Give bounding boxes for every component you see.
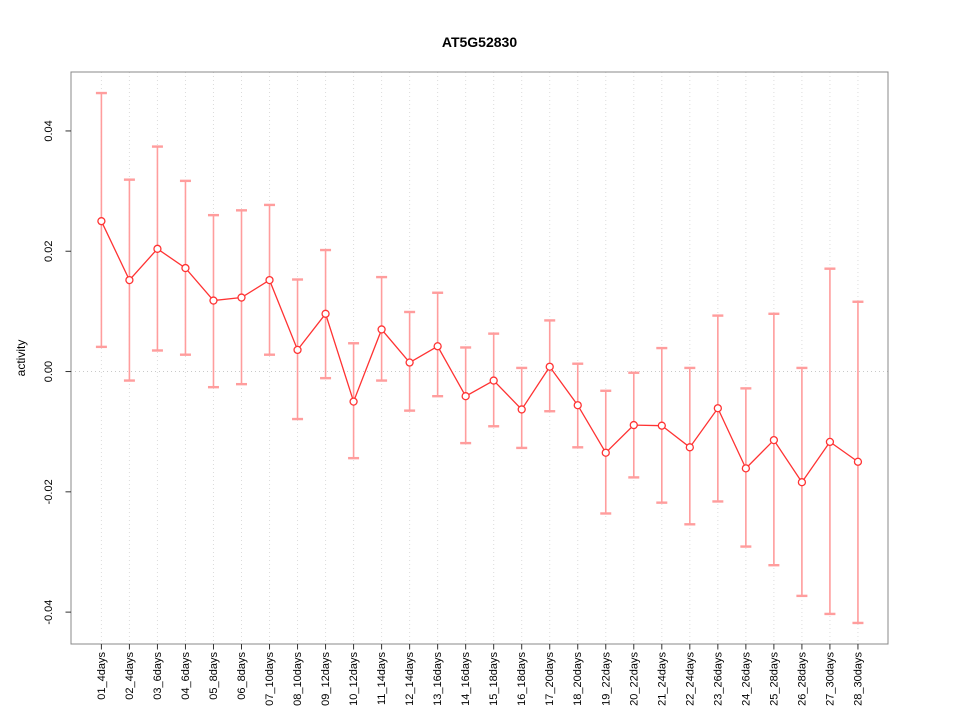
y-tick-label: 0.04 bbox=[43, 120, 55, 141]
data-point bbox=[97, 217, 106, 226]
y-tick-label: -0.02 bbox=[43, 479, 55, 504]
data-point bbox=[209, 296, 218, 305]
data-point bbox=[825, 437, 835, 447]
data-point bbox=[377, 325, 386, 334]
x-tick-label: 12_14days bbox=[404, 652, 416, 706]
x-tick-label: 23_26days bbox=[712, 652, 724, 706]
plot-border bbox=[70, 71, 889, 645]
data-point bbox=[741, 464, 751, 473]
y-axis-label: activity bbox=[14, 340, 28, 377]
data-point bbox=[545, 362, 554, 371]
data-point bbox=[153, 244, 162, 253]
data-point bbox=[517, 405, 526, 414]
data-point bbox=[349, 397, 358, 406]
data-point bbox=[713, 404, 722, 413]
data-point bbox=[293, 345, 302, 355]
x-tick-label: 26_28days bbox=[796, 652, 808, 706]
chart-title: AT5G52830 bbox=[442, 34, 517, 50]
data-point bbox=[181, 263, 190, 273]
x-tick-label: 10_12days bbox=[348, 652, 360, 706]
x-tick-label: 03_6days bbox=[152, 652, 164, 700]
y-tick-label: 0.02 bbox=[43, 241, 55, 262]
x-tick-label: 11_14days bbox=[376, 652, 388, 706]
series-line bbox=[100, 220, 859, 484]
x-tick-label: 28_30days bbox=[852, 652, 864, 706]
x-tick-label: 01_4days bbox=[96, 652, 108, 700]
data-point bbox=[657, 421, 666, 430]
x-tick-label: 24_26days bbox=[740, 652, 752, 706]
data-point bbox=[461, 392, 470, 401]
data-point bbox=[433, 342, 442, 351]
x-tick-label: 13_16days bbox=[432, 652, 444, 706]
x-tick-label: 22_24days bbox=[684, 652, 696, 706]
data-point bbox=[797, 478, 807, 487]
y-tick-label: 0.00 bbox=[43, 361, 55, 382]
data-point bbox=[489, 376, 498, 385]
x-tick-label: 20_22days bbox=[628, 652, 640, 706]
data-point bbox=[321, 309, 330, 318]
data-point bbox=[629, 420, 638, 430]
data-point bbox=[405, 358, 414, 367]
y-tick-label: -0.04 bbox=[43, 600, 55, 625]
x-tick-label: 05_8days bbox=[208, 652, 220, 700]
x-tick-label: 21_24days bbox=[656, 652, 668, 706]
x-tick-label: 09_12days bbox=[320, 652, 332, 706]
x-tick-label: 18_20days bbox=[572, 652, 584, 706]
x-tick-label: 16_18days bbox=[516, 652, 528, 706]
data-point bbox=[601, 448, 610, 457]
x-tick-label: 25_28days bbox=[768, 652, 780, 706]
x-tick-label: 17_20days bbox=[544, 652, 556, 706]
x-tick-label: 07_10days bbox=[264, 652, 276, 706]
data-point bbox=[853, 457, 863, 466]
data-point bbox=[125, 275, 134, 285]
x-tick-label: 02_4days bbox=[124, 652, 136, 700]
x-tick-label: 15_18days bbox=[488, 652, 500, 706]
x-tick-label: 14_16days bbox=[460, 652, 472, 706]
x-tick-label: 19_22days bbox=[600, 652, 612, 706]
x-tick-label: 06_8days bbox=[236, 652, 248, 700]
data-point bbox=[769, 435, 779, 445]
data-point bbox=[573, 401, 582, 410]
x-tick-label: 08_10days bbox=[292, 652, 304, 706]
x-tick-label: 27_30days bbox=[824, 652, 836, 706]
x-tick-label: 04_6days bbox=[180, 652, 192, 700]
data-point bbox=[265, 275, 274, 285]
data-point bbox=[685, 443, 694, 452]
data-point bbox=[237, 293, 246, 302]
